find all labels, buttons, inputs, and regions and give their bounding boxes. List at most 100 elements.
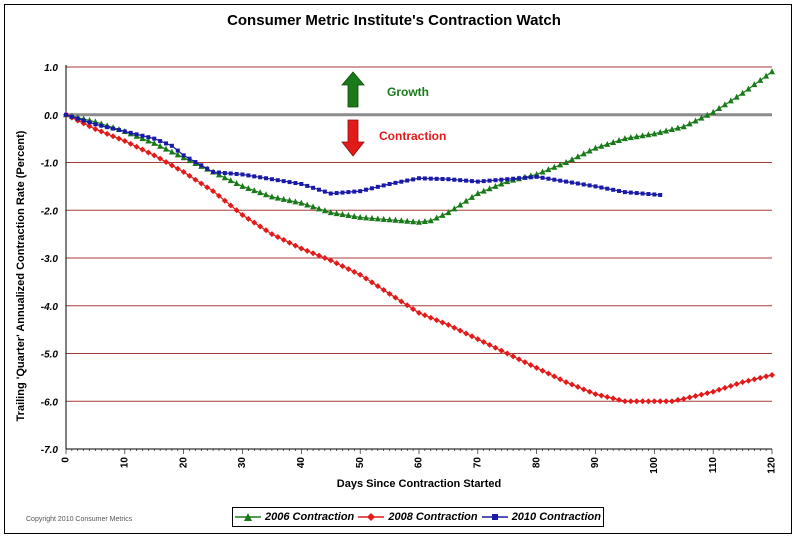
data-point-2: [340, 190, 345, 195]
data-point-0: [604, 140, 611, 147]
data-point-0: [645, 131, 652, 138]
data-point-0: [304, 201, 311, 208]
data-point-0: [733, 93, 740, 100]
y-tick-label: -3.0: [41, 254, 59, 265]
data-point-0: [280, 195, 287, 202]
data-point-0: [421, 217, 428, 224]
data-point-1: [498, 347, 505, 354]
data-point-2: [417, 176, 421, 181]
data-point-1: [739, 379, 746, 386]
data-point-2: [169, 143, 174, 148]
data-point-1: [174, 165, 181, 172]
data-point-1: [257, 223, 264, 230]
data-point-1: [368, 279, 375, 286]
data-point-2: [152, 136, 157, 141]
data-point-2: [240, 172, 245, 177]
data-point-0: [145, 137, 152, 144]
data-point-0: [598, 142, 605, 149]
data-point-1: [504, 350, 511, 357]
data-point-0: [251, 187, 258, 194]
data-point-2: [322, 189, 327, 194]
data-point-2: [69, 114, 74, 119]
data-point-1: [121, 138, 128, 145]
data-point-1: [604, 393, 611, 400]
data-point-1: [192, 176, 199, 183]
data-point-1: [274, 233, 281, 240]
data-point-1: [704, 390, 711, 397]
data-point-0: [710, 108, 717, 115]
data-point-2: [440, 177, 445, 182]
data-point-0: [263, 191, 270, 198]
data-point-2: [134, 132, 139, 137]
data-point-1: [598, 392, 605, 399]
data-point-0: [633, 133, 640, 140]
data-point-1: [439, 319, 446, 326]
data-point-2: [334, 191, 339, 196]
data-point-1: [557, 376, 564, 383]
data-point-1: [280, 236, 287, 243]
data-point-2: [105, 125, 110, 130]
data-point-2: [399, 179, 404, 184]
data-point-2: [158, 139, 163, 144]
data-point-1: [215, 192, 222, 199]
data-point-0: [627, 134, 634, 141]
data-point-1: [86, 123, 93, 130]
data-point-0: [486, 185, 493, 192]
data-point-0: [580, 150, 587, 157]
data-point-2: [634, 191, 639, 196]
data-point-0: [327, 209, 334, 216]
data-point-1: [751, 376, 758, 383]
data-point-0: [386, 216, 393, 223]
data-point-1: [163, 159, 170, 166]
data-point-0: [692, 117, 699, 124]
data-point-2: [552, 177, 557, 182]
data-point-1: [621, 398, 628, 405]
data-point-2: [199, 163, 204, 168]
data-point-0: [480, 187, 487, 194]
legend-swatch-2010: [481, 514, 508, 520]
data-point-0: [398, 217, 405, 224]
data-point-0: [404, 217, 411, 224]
data-point-2: [346, 190, 351, 195]
data-point-1: [580, 386, 587, 393]
data-point-1: [315, 252, 322, 259]
data-point-2: [493, 178, 498, 183]
legend-label-2008: 2008 Contraction: [388, 511, 478, 523]
data-point-0: [392, 216, 399, 223]
data-point-0: [268, 193, 275, 200]
data-point-1: [374, 283, 381, 290]
data-point-2: [581, 182, 586, 187]
data-point-2: [593, 184, 598, 189]
data-point-1: [392, 294, 399, 301]
growth-annotation: Growth: [387, 85, 429, 99]
data-point-1: [757, 374, 764, 381]
data-point-2: [93, 122, 98, 127]
data-point-1: [110, 133, 117, 140]
data-point-1: [480, 339, 487, 346]
data-point-2: [393, 180, 398, 185]
y-tick-label: 1.0: [44, 63, 58, 74]
data-point-1: [239, 212, 246, 219]
x-tick-label: 20: [178, 457, 189, 469]
data-point-2: [140, 133, 145, 138]
data-point-0: [716, 105, 723, 112]
data-point-0: [621, 135, 628, 142]
data-point-0: [686, 120, 693, 127]
data-point-0: [568, 156, 575, 163]
data-point-1: [680, 395, 687, 402]
data-point-1: [333, 260, 340, 267]
data-point-0: [168, 148, 175, 155]
data-point-2: [387, 181, 392, 186]
data-point-1: [657, 398, 664, 405]
data-point-2: [640, 191, 645, 196]
data-point-1: [627, 398, 634, 405]
data-point-2: [299, 181, 304, 186]
data-point-2: [487, 178, 492, 183]
x-tick-label: 90: [590, 457, 601, 469]
data-point-1: [416, 309, 422, 316]
data-point-0: [586, 147, 593, 154]
y-tick-label: 0.0: [44, 111, 58, 122]
data-point-0: [321, 207, 328, 214]
data-point-1: [616, 396, 623, 403]
data-point-1: [510, 353, 517, 360]
